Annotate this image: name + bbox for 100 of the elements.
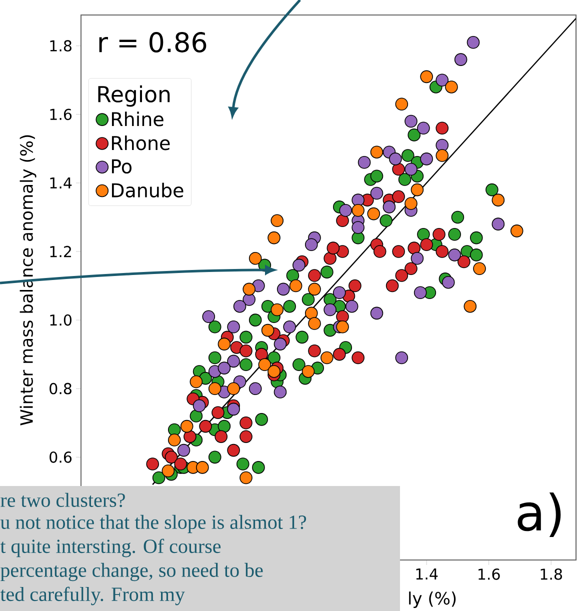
point: [404, 162, 418, 176]
point: [458, 255, 470, 268]
point: [436, 74, 449, 87]
y-tick-label: 1.4: [50, 177, 72, 188]
point: [292, 258, 306, 272]
point: [276, 282, 290, 296]
point: [174, 458, 188, 470]
point: [410, 183, 424, 196]
point: [248, 252, 262, 265]
legend-label: Rhone: [112, 136, 170, 150]
point: [408, 242, 421, 254]
point: [199, 420, 212, 433]
point: [270, 214, 284, 228]
point: [308, 269, 321, 282]
point: [218, 362, 231, 374]
point: [420, 238, 433, 252]
point: [240, 416, 252, 430]
point: [370, 146, 384, 158]
point: [348, 279, 362, 292]
y-tick-label: 0.6: [50, 451, 72, 463]
point: [168, 434, 181, 446]
point: [283, 320, 296, 334]
point: [240, 344, 252, 358]
point: [410, 252, 424, 265]
text: ted carefully. From my: [0, 586, 185, 606]
point: [240, 471, 252, 484]
x-tick-label: 1.4: [416, 568, 438, 580]
point: [196, 461, 209, 474]
point: [436, 149, 449, 162]
point: [326, 242, 340, 254]
y-tick-label: 1.8: [50, 40, 72, 52]
text: percentage change, so need to be: [0, 562, 263, 582]
point: [492, 218, 505, 230]
y-tick-label: 1.6: [50, 108, 72, 120]
y-tick-label: 1.2: [50, 246, 71, 258]
point: [336, 214, 349, 228]
point: [386, 279, 399, 292]
point: [332, 286, 346, 300]
point: [432, 228, 446, 241]
point: [164, 450, 178, 464]
point: [466, 36, 480, 49]
point: [320, 351, 334, 364]
point: [352, 221, 364, 234]
point: [358, 156, 371, 169]
point: [192, 399, 206, 412]
point: [473, 262, 486, 276]
point: [404, 114, 418, 128]
point: [352, 351, 364, 364]
point: [308, 282, 321, 296]
x-tick-label: 1.6: [478, 568, 500, 580]
legend-label: Po: [112, 159, 132, 174]
point: [202, 310, 216, 324]
point: [367, 207, 380, 220]
point: [240, 430, 252, 443]
point: [414, 286, 427, 300]
point: [218, 338, 231, 350]
point: [227, 382, 240, 396]
point: [352, 194, 364, 206]
point: [162, 464, 175, 478]
point: [336, 320, 349, 334]
point: [492, 194, 505, 206]
point: [261, 324, 274, 337]
point: [442, 276, 455, 289]
point: [227, 354, 240, 368]
point: [404, 197, 418, 210]
point: [268, 365, 280, 378]
point: [392, 162, 405, 176]
point: [370, 306, 384, 320]
point: [274, 338, 287, 350]
point: [248, 382, 262, 396]
point: [242, 282, 256, 296]
point: [332, 348, 346, 361]
point: [395, 98, 408, 111]
point: [190, 375, 203, 388]
annotation: t quite intersting. Of course: [0, 538, 221, 558]
x-tick-label: 1.8: [540, 568, 562, 580]
x-axis-title: ly (%): [409, 592, 456, 608]
point: [289, 279, 302, 292]
point: [420, 70, 433, 84]
point: [324, 303, 336, 316]
point: [352, 204, 364, 217]
point: [454, 53, 468, 66]
point: [180, 420, 194, 433]
point: [227, 320, 240, 334]
annotation: a): [518, 492, 561, 538]
point: [370, 186, 384, 200]
point: [214, 430, 228, 443]
point: [420, 152, 433, 166]
point: [308, 317, 321, 330]
point: [304, 306, 318, 320]
point: [268, 231, 280, 244]
legend-label: Danube: [112, 182, 184, 198]
point: [258, 358, 272, 372]
y-tick-label: 0.8: [50, 382, 72, 394]
point: [227, 444, 240, 457]
point: [345, 300, 358, 313]
point: [404, 262, 418, 276]
point: [373, 245, 386, 258]
point: [308, 344, 321, 358]
point: [395, 269, 408, 282]
